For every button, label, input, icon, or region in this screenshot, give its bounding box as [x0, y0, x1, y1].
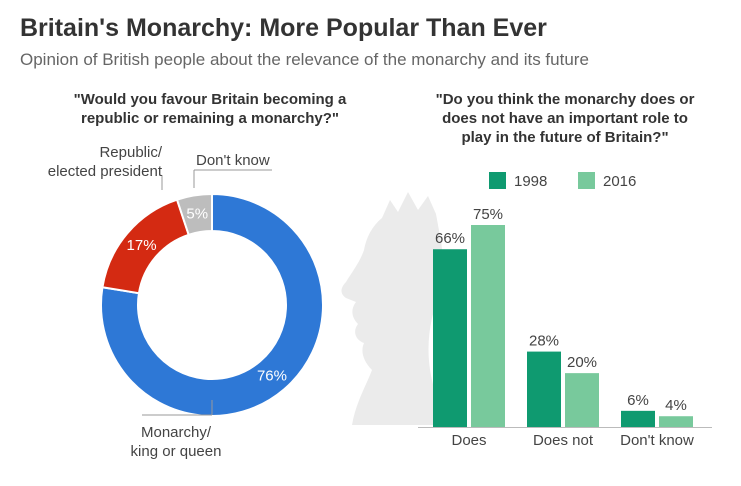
- bar-question-line: play in the future of Britain?": [461, 129, 669, 146]
- bar-value-label: 6%: [627, 392, 649, 409]
- bar-value-label: 20%: [567, 354, 597, 371]
- leader-line: [193, 169, 272, 188]
- donut-category-label: Don't know: [196, 152, 270, 169]
- donut-category-label: elected president: [48, 163, 163, 180]
- leader-line: [142, 400, 213, 416]
- legend-label: 2016: [603, 173, 636, 190]
- donut-slice-dont-know: [175, 192, 213, 237]
- donut-slice-percent: 17%: [127, 237, 157, 254]
- legend-swatch-1998: [489, 172, 506, 189]
- bar-question-line: "Do you think the monarchy does or: [435, 91, 695, 108]
- bar-question-line: does not have an important role to: [442, 110, 688, 127]
- donut-slice-monarchy: [100, 192, 324, 417]
- legend-swatch-2016: [578, 172, 595, 189]
- bar-2016: [565, 373, 599, 427]
- page-subtitle: Opinion of British people about the rele…: [20, 50, 589, 69]
- bar-value-label: 4%: [665, 397, 687, 414]
- donut-slice-percent: 76%: [257, 367, 287, 384]
- bar-value-label: 66%: [435, 230, 465, 247]
- bar-chart: 66% 75% Does 28% 20% Does not 6% 4% Don't know 19…: [418, 172, 712, 449]
- bar-value-label: 75%: [473, 206, 503, 223]
- donut-category-label: Monarchy/: [141, 424, 212, 441]
- donut-question: "Would you favour Britain becoming a rep…: [40, 90, 380, 128]
- page-title: Britain's Monarchy: More Popular Than Ev…: [20, 14, 547, 42]
- donut-category-label: king or queen: [131, 443, 222, 460]
- donut-question-line: "Would you favour Britain becoming a: [73, 91, 347, 108]
- bar-1998: [433, 249, 467, 427]
- legend-label: 1998: [514, 173, 547, 190]
- bar-2016: [659, 416, 693, 427]
- bar-1998: [621, 410, 655, 427]
- queen-silhouette-icon: [341, 192, 445, 425]
- x-tick-label: Does: [451, 432, 486, 449]
- bar-2016: [471, 225, 505, 427]
- donut-slice-percent: 5%: [186, 206, 208, 223]
- bar-1998: [527, 351, 561, 427]
- x-tick-label: Does not: [533, 432, 594, 449]
- bar-value-label: 28%: [529, 333, 559, 350]
- x-tick-label: Don't know: [620, 432, 694, 449]
- donut-chart: 76% 17% 5% Monarchy/king or queen Republic/e…: [48, 144, 324, 460]
- bar-question: "Do you think the monarchy does or does …: [395, 90, 735, 147]
- donut-question-line: republic or remaining a monarchy?": [80, 110, 339, 127]
- donut-category-label: Republic/: [99, 144, 162, 161]
